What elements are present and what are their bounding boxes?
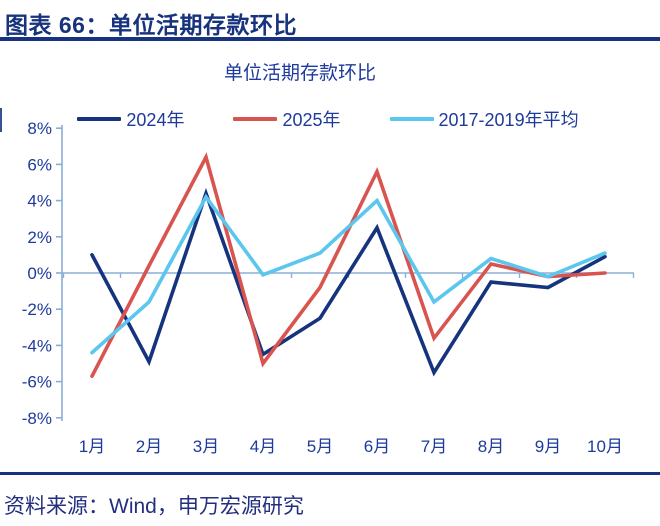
footer-divider (0, 472, 660, 475)
figure-caption: 图表 66：单位活期存款环比 (5, 12, 297, 38)
legend-line-swatch (233, 117, 278, 121)
y-axis-tick-label: -2% (22, 300, 52, 319)
y-axis-tick-label: -6% (22, 373, 52, 392)
x-axis-label: 5月 (307, 437, 333, 456)
x-axis-label: 9月 (535, 437, 561, 456)
y-axis-tick-label: 0% (27, 264, 52, 283)
chart-title: 单位活期存款环比 (223, 63, 376, 84)
legend-label: 2025年 (282, 110, 341, 130)
source-note: 资料来源：Wind，申万宏源研究 (4, 495, 304, 518)
left-edge-mark (0, 108, 2, 132)
y-axis-tick-label: -8% (22, 409, 52, 428)
y-axis-tick-label: 8% (27, 119, 52, 138)
x-axis-label: 10月 (587, 437, 623, 456)
legend-label: 2017-2019年平均 (438, 110, 579, 130)
x-axis-label: 8月 (478, 437, 504, 456)
legend-label: 2024年 (126, 110, 185, 130)
legend-line-swatch (389, 117, 434, 121)
y-axis-tick-label: 4% (27, 192, 52, 211)
y-axis-tick-label: -4% (22, 336, 52, 355)
y-axis-tick-label: 2% (27, 228, 52, 247)
x-axis-label: 1月 (79, 437, 105, 456)
x-axis-label: 4月 (250, 437, 276, 456)
x-axis-label: 2月 (136, 437, 162, 456)
legend-item-2024年: 2024年 (77, 106, 184, 132)
x-axis-label: 3月 (193, 437, 219, 456)
header-divider (0, 37, 660, 41)
y-axis-tick-label: 6% (27, 155, 52, 174)
legend-item-2017-2019年平均: 2017-2019年平均 (389, 106, 579, 132)
x-axis-label: 7月 (421, 437, 447, 456)
legend-line-swatch (77, 117, 122, 121)
x-axis-label: 6月 (364, 437, 390, 456)
series-line-2024年 (90, 187, 607, 377)
chart-legend: 2024年 2025年 2017-2019年平均 (0, 106, 656, 132)
series-line-2025年 (90, 152, 607, 378)
series-line-2017-2019年平均 (90, 193, 607, 355)
legend-item-2025年: 2025年 (233, 106, 341, 132)
